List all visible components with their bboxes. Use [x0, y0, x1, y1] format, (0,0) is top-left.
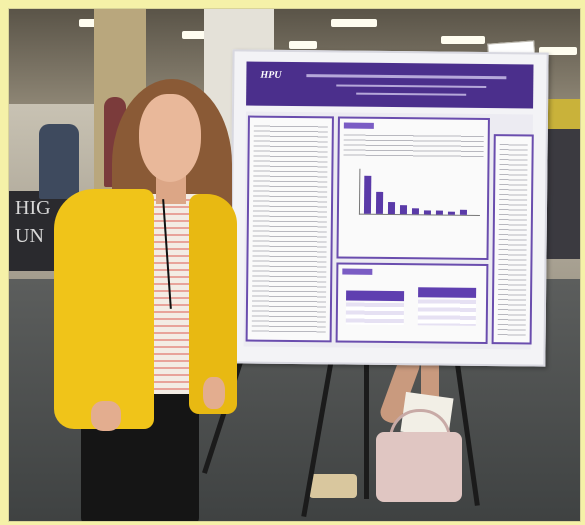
poster-body — [243, 111, 534, 350]
photo-frame: HIG UN 86 HPU — [8, 8, 581, 522]
chart-bar — [459, 209, 467, 215]
poster-results-tables — [335, 262, 489, 345]
table-rows — [417, 299, 477, 326]
research-poster: HPU — [229, 49, 549, 367]
poster-results-chart — [336, 116, 490, 261]
table-header — [418, 287, 477, 298]
bar-chart — [358, 168, 481, 216]
banner-text: HIG — [15, 197, 51, 219]
ceiling-light — [331, 19, 377, 27]
person-hand — [91, 401, 121, 431]
chart-bar — [363, 175, 372, 214]
poster-column-discussion — [491, 134, 534, 345]
ceiling-light — [441, 36, 485, 44]
yellow-jacket — [54, 189, 154, 429]
chart-bar — [411, 208, 419, 215]
university-logo: HPU — [260, 69, 282, 81]
banner-text: UN — [15, 225, 44, 247]
floor-items — [309, 474, 357, 498]
poster-author-line — [336, 84, 487, 89]
chart-bar — [375, 191, 384, 214]
poster-title-banner: HPU — [246, 61, 534, 109]
chart-bar — [435, 210, 443, 215]
handbag — [376, 432, 462, 502]
table-header — [346, 290, 405, 302]
person-hand — [203, 377, 225, 409]
easel-leg — [364, 359, 369, 499]
background-person — [39, 124, 79, 199]
person-face — [139, 94, 201, 182]
background-booth — [546, 99, 580, 259]
ceiling-light — [539, 47, 577, 55]
poster-affiliation-line — [356, 92, 467, 96]
ceiling-light — [79, 19, 99, 27]
chart-bar — [399, 205, 408, 215]
chart-bar — [423, 210, 431, 215]
chart-bar — [387, 201, 396, 215]
ceiling-light — [289, 41, 317, 49]
poster-title-line — [306, 74, 507, 80]
table-rows — [345, 302, 405, 326]
poster-column-intro — [245, 115, 334, 343]
chart-bar — [447, 211, 455, 215]
ceiling-light — [182, 31, 208, 39]
